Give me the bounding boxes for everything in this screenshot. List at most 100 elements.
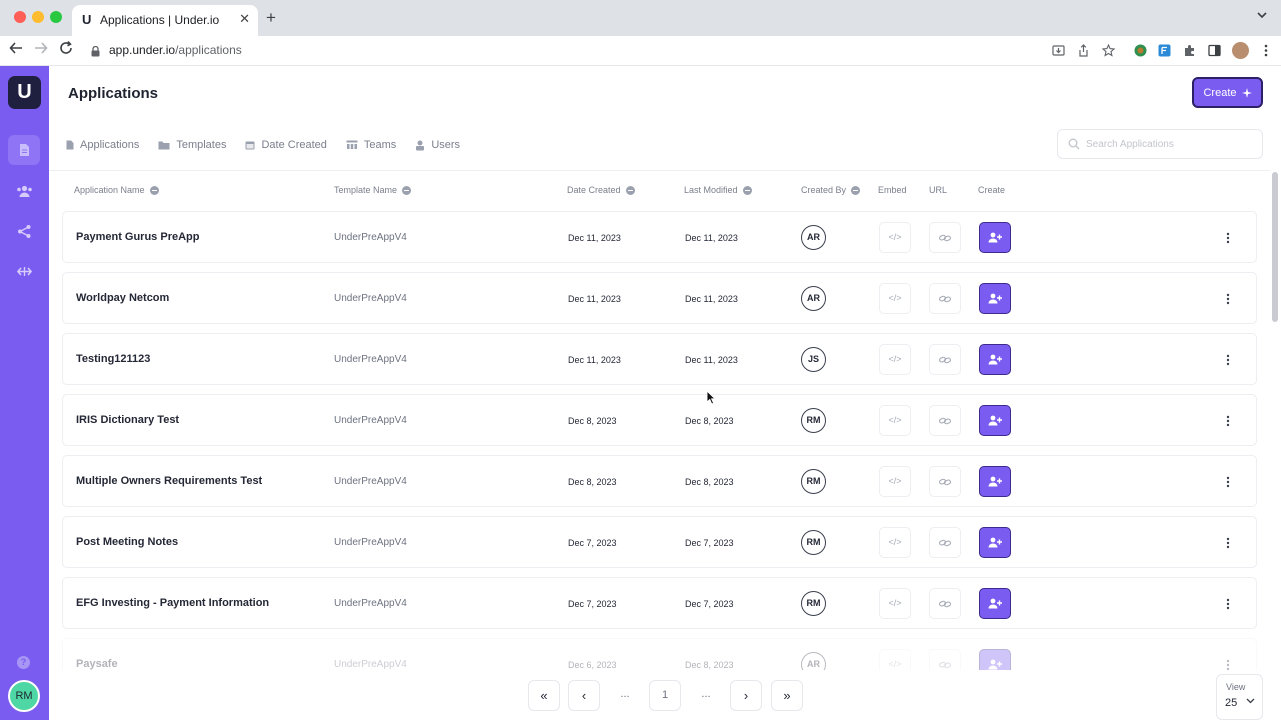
profile-avatar[interactable] bbox=[1232, 42, 1249, 59]
create-button[interactable]: Create bbox=[1192, 77, 1263, 108]
more-options-icon[interactable] bbox=[1213, 222, 1243, 253]
more-options-icon[interactable] bbox=[1213, 466, 1243, 497]
copy-link-icon[interactable] bbox=[929, 283, 961, 314]
browser-menu-icon[interactable] bbox=[1259, 44, 1272, 57]
under-logo[interactable]: U bbox=[8, 76, 41, 109]
copy-link-icon[interactable] bbox=[929, 405, 961, 436]
table-row[interactable]: Payment Gurus PreApp UnderPreAppV4 Dec 1… bbox=[62, 211, 1257, 263]
application-name[interactable]: Multiple Owners Requirements Test bbox=[76, 475, 263, 487]
embed-code-icon[interactable]: </> bbox=[879, 588, 911, 619]
add-user-button[interactable] bbox=[979, 222, 1011, 253]
table-scrollbar[interactable] bbox=[1272, 172, 1278, 322]
embed-code-icon[interactable]: </> bbox=[879, 649, 911, 670]
embed-code-icon[interactable]: </> bbox=[879, 222, 911, 253]
add-user-button[interactable] bbox=[979, 649, 1011, 670]
search-input[interactable] bbox=[1086, 136, 1256, 153]
column-header-last-modified[interactable]: Last Modified bbox=[684, 185, 752, 195]
share-page-icon[interactable] bbox=[1077, 44, 1090, 57]
copy-link-icon[interactable] bbox=[929, 588, 961, 619]
add-user-button[interactable] bbox=[979, 588, 1011, 619]
new-tab-icon[interactable]: + bbox=[266, 8, 276, 27]
filter-users[interactable]: Users bbox=[415, 139, 460, 151]
lock-icon[interactable] bbox=[91, 44, 100, 57]
application-name[interactable]: IRIS Dictionary Test bbox=[76, 414, 180, 426]
embed-code-icon[interactable]: </> bbox=[879, 344, 911, 375]
back-icon[interactable] bbox=[9, 41, 23, 59]
copy-link-icon[interactable] bbox=[929, 649, 961, 670]
tab-close-icon[interactable]: ✕ bbox=[239, 11, 250, 26]
column-header-date-created[interactable]: Date Created bbox=[567, 185, 635, 195]
more-options-icon[interactable] bbox=[1213, 527, 1243, 558]
column-header-template-name[interactable]: Template Name bbox=[334, 185, 412, 195]
application-name[interactable]: Payment Gurus PreApp bbox=[76, 231, 200, 243]
add-user-button[interactable] bbox=[979, 283, 1011, 314]
filter-teams[interactable]: Teams bbox=[346, 139, 396, 151]
application-name[interactable]: Post Meeting Notes bbox=[76, 536, 179, 548]
sidebar-item-transfer[interactable] bbox=[8, 256, 40, 286]
table-row[interactable]: Post Meeting Notes UnderPreAppV4 Dec 7, … bbox=[62, 516, 1257, 568]
sidebar-item-applications[interactable] bbox=[8, 135, 40, 165]
url-field[interactable]: app.under.io/applications bbox=[109, 43, 242, 57]
table-row[interactable]: Worldpay Netcom UnderPreAppV4 Dec 11, 20… bbox=[62, 272, 1257, 324]
column-header-created-by[interactable]: Created By bbox=[801, 185, 861, 195]
add-user-button[interactable] bbox=[979, 344, 1011, 375]
page-size-select[interactable]: View 25 bbox=[1216, 674, 1263, 720]
extension-formatter-icon[interactable] bbox=[1158, 44, 1171, 57]
copy-link-icon[interactable] bbox=[929, 527, 961, 558]
more-options-icon[interactable] bbox=[1213, 649, 1243, 670]
application-name[interactable]: EFG Investing - Payment Information bbox=[76, 597, 270, 609]
embed-code-icon[interactable]: </> bbox=[879, 527, 911, 558]
sort-icon[interactable] bbox=[149, 185, 159, 195]
forward-icon[interactable] bbox=[34, 41, 48, 59]
table-row[interactable]: Testing121123 UnderPreAppV4 Dec 11, 2023… bbox=[62, 333, 1257, 385]
sort-icon[interactable] bbox=[625, 185, 635, 195]
table-row[interactable]: Paysafe UnderPreAppV4 Dec 6, 2023 Dec 8,… bbox=[62, 638, 1257, 670]
previous-page-button[interactable]: ‹ bbox=[568, 680, 600, 711]
copy-link-icon[interactable] bbox=[929, 344, 961, 375]
column-header-application-name[interactable]: Application Name bbox=[74, 185, 159, 195]
more-options-icon[interactable] bbox=[1213, 344, 1243, 375]
sort-icon[interactable] bbox=[851, 185, 861, 195]
close-window-button[interactable] bbox=[14, 11, 26, 23]
browser-tab[interactable]: U Applications | Under.io ✕ bbox=[72, 5, 258, 36]
page-1-button[interactable]: 1 bbox=[649, 680, 681, 711]
last-page-button[interactable]: » bbox=[771, 680, 803, 711]
first-page-button[interactable]: « bbox=[528, 680, 560, 711]
help-icon[interactable]: ? bbox=[17, 656, 30, 669]
application-name[interactable]: Paysafe bbox=[76, 658, 118, 670]
copy-link-icon[interactable] bbox=[929, 466, 961, 497]
tab-search-chevron-icon[interactable] bbox=[1257, 10, 1267, 22]
application-name[interactable]: Worldpay Netcom bbox=[76, 292, 170, 304]
search-box[interactable] bbox=[1057, 129, 1263, 159]
table-row[interactable]: Multiple Owners Requirements Test UnderP… bbox=[62, 455, 1257, 507]
embed-code-icon[interactable]: </> bbox=[879, 283, 911, 314]
more-options-icon[interactable] bbox=[1213, 283, 1243, 314]
add-user-button[interactable] bbox=[979, 405, 1011, 436]
sort-icon[interactable] bbox=[742, 185, 752, 195]
add-user-button[interactable] bbox=[979, 527, 1011, 558]
filter-applications[interactable]: Applications bbox=[66, 139, 139, 151]
filter-templates[interactable]: Templates bbox=[158, 139, 226, 151]
extensions-puzzle-icon[interactable] bbox=[1183, 44, 1196, 57]
add-user-button[interactable] bbox=[979, 466, 1011, 497]
more-options-icon[interactable] bbox=[1213, 405, 1243, 436]
copy-link-icon[interactable] bbox=[929, 222, 961, 253]
sort-icon[interactable] bbox=[402, 185, 412, 195]
filter-date-created[interactable]: Date Created bbox=[245, 139, 327, 151]
more-options-icon[interactable] bbox=[1213, 588, 1243, 619]
extension-grammarly-icon[interactable] bbox=[1134, 44, 1147, 57]
sidebar-item-users[interactable] bbox=[8, 176, 40, 206]
minimize-window-button[interactable] bbox=[32, 11, 44, 23]
embed-code-icon[interactable]: </> bbox=[879, 466, 911, 497]
table-row[interactable]: EFG Investing - Payment Information Unde… bbox=[62, 577, 1257, 629]
install-icon[interactable] bbox=[1052, 44, 1065, 57]
sidebar-item-integrations[interactable] bbox=[8, 216, 40, 246]
side-panel-icon[interactable] bbox=[1208, 44, 1221, 57]
bookmark-star-icon[interactable] bbox=[1101, 43, 1116, 57]
reload-icon[interactable] bbox=[59, 40, 73, 59]
next-page-button[interactable]: › bbox=[730, 680, 762, 711]
user-avatar[interactable]: RM bbox=[8, 680, 40, 712]
maximize-window-button[interactable] bbox=[50, 11, 62, 23]
embed-code-icon[interactable]: </> bbox=[879, 405, 911, 436]
table-row[interactable]: IRIS Dictionary Test UnderPreAppV4 Dec 8… bbox=[62, 394, 1257, 446]
